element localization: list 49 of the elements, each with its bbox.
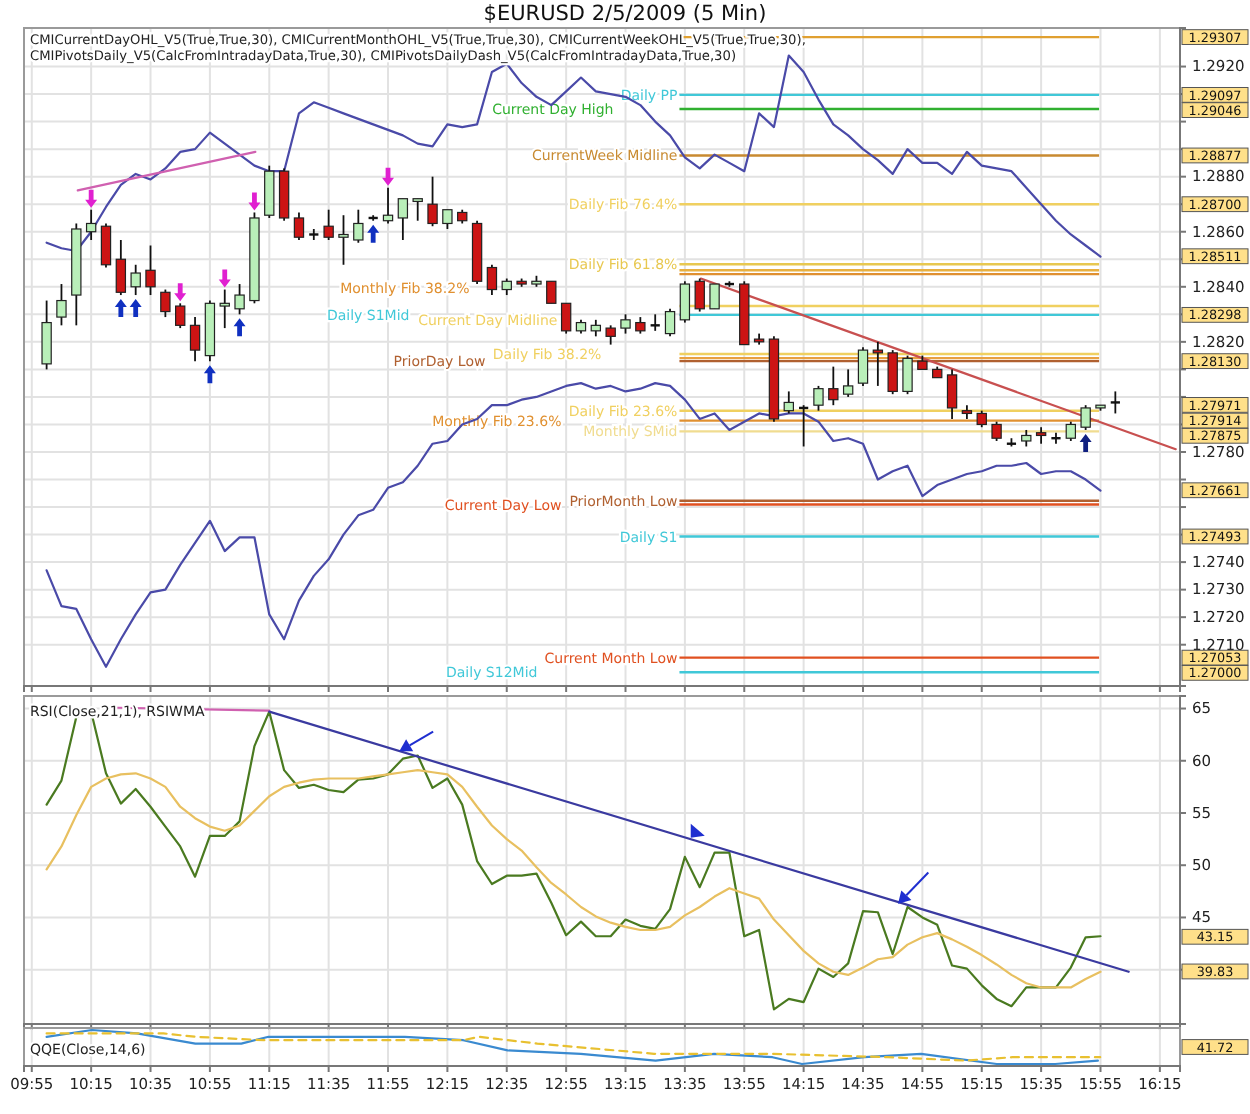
candlestick: [175, 302, 186, 329]
candlestick: [427, 175, 438, 228]
candlestick: [397, 197, 409, 241]
candlestick: [709, 283, 720, 310]
candlestick: [219, 288, 230, 329]
candlestick: [842, 368, 854, 398]
candlestick: [620, 313, 631, 335]
candlestick: [486, 263, 498, 296]
candlestick: [442, 208, 453, 230]
candlestick: [56, 283, 67, 327]
candlestick: [546, 280, 557, 304]
candlestick: [293, 211, 305, 241]
candlestick: [1109, 390, 1122, 415]
candlestick: [560, 302, 572, 335]
candlestick: [649, 313, 661, 332]
candlestick: [872, 340, 884, 387]
candlestick: [857, 346, 869, 387]
chart-title: $EURUSD 2/5/2009 (5 Min): [483, 2, 767, 26]
candlestick: [100, 222, 112, 269]
candlestick: [813, 385, 824, 412]
candlestick: [264, 164, 275, 219]
candlestick: [130, 263, 141, 296]
line-series: [45, 769, 1102, 989]
candlestick: [946, 368, 958, 420]
candlestick: [1065, 420, 1077, 442]
candlestick: [412, 197, 423, 222]
candlestick: [902, 354, 913, 396]
candlestick: [338, 214, 349, 266]
candlestick: [85, 208, 97, 241]
candlestick: [115, 239, 127, 296]
candlestick: [145, 244, 156, 296]
candlestick: [783, 390, 794, 415]
candlestick: [991, 420, 1002, 442]
line-series: [45, 382, 1102, 668]
candlestick: [41, 299, 52, 371]
candlestick: [1080, 404, 1091, 431]
candlestick: [887, 349, 898, 396]
candlestick: [160, 288, 171, 318]
candlestick: [828, 365, 839, 407]
candlestick: [323, 208, 334, 241]
candlestick: [664, 307, 676, 338]
candlestick: [679, 280, 691, 324]
candlestick: [694, 277, 705, 313]
candlestick: [353, 208, 364, 244]
candlestick: [605, 324, 616, 346]
candlestick: [189, 316, 201, 363]
candlestick: [278, 167, 290, 222]
candlestick: [1050, 431, 1062, 445]
candlestick: [234, 283, 245, 316]
